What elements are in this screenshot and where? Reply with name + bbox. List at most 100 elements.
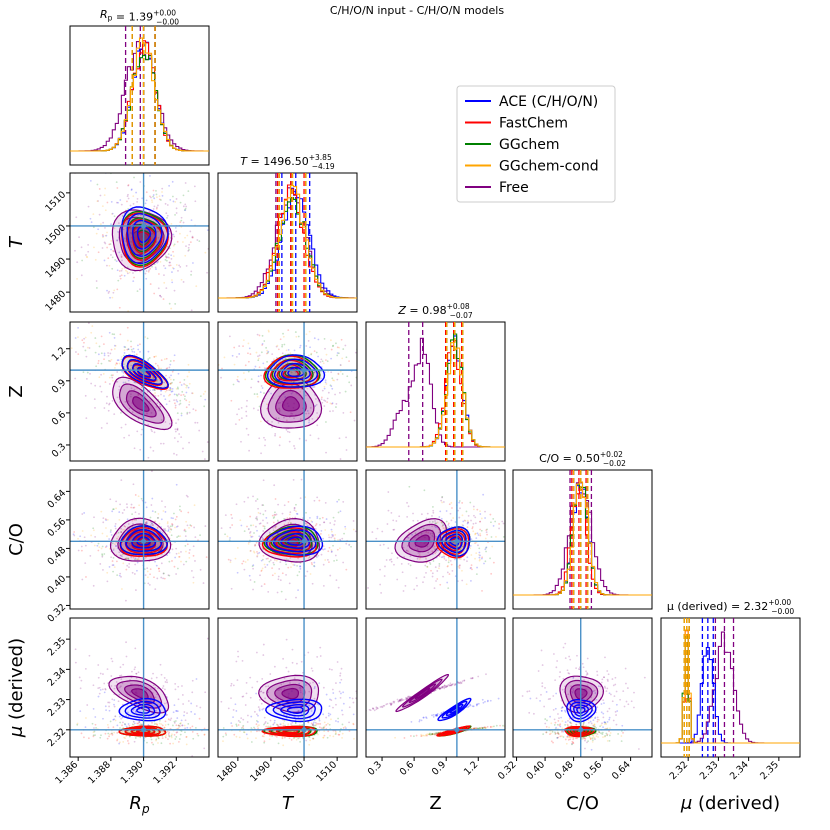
scatter-point [174, 404, 177, 407]
scatter-point [623, 705, 626, 708]
scatter-point [321, 360, 324, 363]
scatter-point [256, 529, 258, 532]
scatter-point [192, 262, 194, 264]
scatter-point [113, 731, 116, 734]
scatter-point [254, 543, 257, 546]
scatter-point [321, 516, 324, 519]
scatter-point [126, 564, 129, 567]
scatter-point [146, 412, 148, 415]
scatter-point [120, 269, 123, 272]
scatter-point [555, 666, 558, 669]
scatter-point [122, 562, 125, 565]
scatter-point [169, 525, 172, 528]
scatter-point [151, 741, 153, 744]
scatter-point [80, 545, 83, 548]
scatter-point [127, 715, 130, 718]
scatter-point [154, 362, 157, 365]
scatter-point [328, 705, 331, 708]
scatter-point [296, 574, 299, 577]
scatter-point [278, 689, 281, 691]
scatter-point [344, 525, 347, 528]
scatter-point [104, 319, 106, 321]
scatter-point [170, 307, 173, 310]
scatter-point [111, 510, 114, 513]
scatter-point [259, 512, 262, 515]
scatter-point [155, 189, 157, 192]
scatter-point [446, 685, 448, 687]
scatter-point [330, 549, 333, 551]
scatter-point [283, 736, 286, 739]
scatter-point [167, 723, 170, 726]
scatter-point [174, 213, 176, 216]
scatter-point [319, 532, 322, 535]
scatter-point [287, 522, 290, 524]
scatter-point [385, 559, 388, 561]
scatter-point [111, 733, 114, 736]
scatter-point [113, 348, 116, 350]
scatter-point [310, 667, 313, 670]
scatter-point [260, 559, 263, 562]
scatter-point [262, 554, 265, 557]
scatter-point [325, 353, 328, 356]
scatter-point [186, 384, 188, 387]
scatter-point [312, 737, 315, 740]
scatter-point [166, 521, 169, 523]
scatter-point [273, 484, 276, 487]
scatter-point [155, 207, 158, 210]
scatter-point [169, 360, 172, 362]
scatter-point [479, 727, 482, 729]
scatter-point [432, 511, 435, 514]
scatter-point [299, 740, 302, 743]
scatter-point [279, 705, 282, 708]
scatter-point [189, 230, 192, 233]
scatter-point [282, 722, 285, 725]
scatter-point [255, 500, 257, 502]
scatter-point [158, 719, 161, 722]
scatter-point [480, 517, 483, 520]
scatter-point [107, 257, 110, 260]
scatter-point [481, 727, 484, 730]
scatter-point [191, 691, 194, 694]
scatter-point [430, 569, 432, 572]
scatter-point [348, 730, 351, 732]
scatter-point [202, 333, 204, 335]
scatter-point [176, 536, 178, 539]
scatter-point [596, 716, 599, 719]
scatter-point [242, 372, 245, 374]
scatter-point [245, 405, 248, 408]
scatter-point [479, 554, 481, 557]
scatter-point [125, 503, 128, 506]
scatter-point [156, 527, 159, 529]
scatter-point [161, 187, 164, 190]
scatter-point [211, 719, 213, 721]
scatter-point [118, 270, 121, 272]
scatter-point [109, 352, 112, 355]
scatter-point [394, 736, 396, 739]
scatter-point [466, 556, 469, 559]
scatter-point [83, 536, 86, 539]
scatter-point [307, 721, 310, 724]
scatter-point [449, 512, 452, 515]
scatter-point [230, 513, 233, 516]
scatter-point [337, 720, 340, 723]
scatter-point [70, 347, 73, 350]
scatter-point [277, 578, 280, 581]
scatter-point [359, 562, 361, 564]
scatter-point [420, 532, 423, 535]
scatter-point [437, 731, 440, 734]
scatter-point [295, 510, 297, 513]
scatter-point [235, 723, 238, 726]
scatter-point [448, 525, 451, 528]
scatter-point [402, 546, 405, 549]
scatter-point [188, 556, 191, 559]
scatter-point [77, 353, 80, 355]
scatter-point [89, 179, 92, 182]
scatter-point [262, 538, 264, 541]
scatter-point [169, 742, 171, 745]
scatter-point [429, 733, 432, 736]
scatter-point [147, 223, 149, 225]
scatter-point [165, 374, 167, 377]
scatter-point [149, 283, 152, 285]
scatter-point [189, 524, 192, 527]
scatter-point [286, 430, 289, 433]
